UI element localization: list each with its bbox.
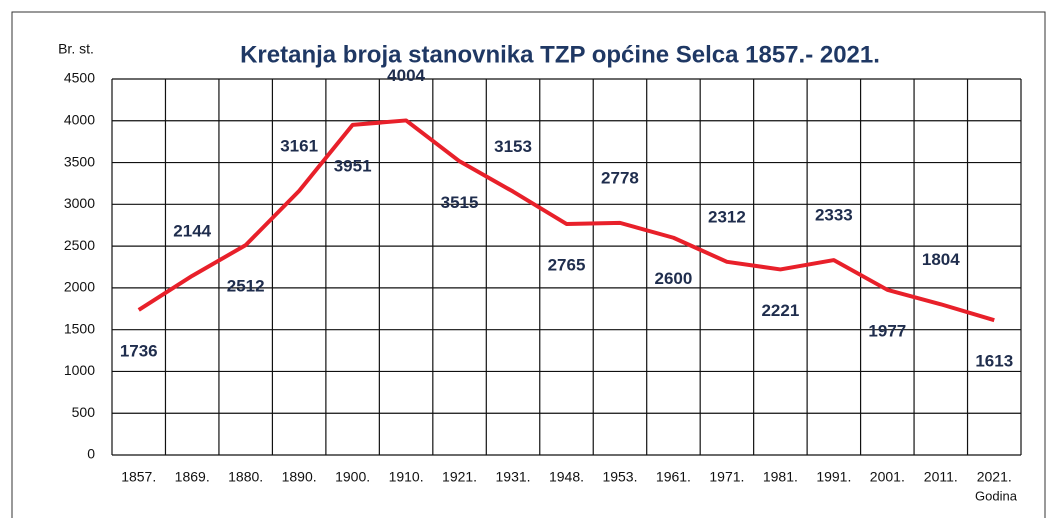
data-label: 2765 xyxy=(548,255,586,274)
data-label: 2144 xyxy=(173,221,211,240)
y-tick-label: 3500 xyxy=(64,153,95,169)
x-tick-label: 1931. xyxy=(496,469,531,485)
chart-title: Kretanja broja stanovnika TZP općine Sel… xyxy=(240,41,880,68)
x-tick-label: 1991. xyxy=(816,469,851,485)
x-tick-label: 1921. xyxy=(442,469,477,485)
x-tick-label: 1869. xyxy=(175,469,210,485)
data-label: 2333 xyxy=(815,206,853,225)
x-tick-label: 1948. xyxy=(549,469,584,485)
x-tick-label: 2001. xyxy=(870,469,905,485)
y-tick-label: 4500 xyxy=(64,70,95,86)
data-label: 1736 xyxy=(120,341,158,360)
y-tick-label: 4000 xyxy=(64,111,95,127)
y-tick-label: 1500 xyxy=(64,320,95,336)
data-label: 1804 xyxy=(922,250,960,269)
data-line xyxy=(137,118,995,323)
y-axis-label: Br. st. xyxy=(58,41,94,57)
data-label: 2512 xyxy=(227,277,265,296)
x-tick-label: 1900. xyxy=(335,469,370,485)
x-tick-label: 1981. xyxy=(763,469,798,485)
x-tick-label: 2021. xyxy=(977,469,1012,485)
data-label: 3161 xyxy=(280,136,318,155)
x-tick-label: 1910. xyxy=(389,469,424,485)
data-label: 2221 xyxy=(761,301,799,320)
data-label: 2312 xyxy=(708,207,746,226)
y-tick-label: 1000 xyxy=(64,362,95,378)
x-tick-label: 1961. xyxy=(656,469,691,485)
frame xyxy=(11,11,1046,518)
data-label: 3153 xyxy=(494,137,532,156)
data-label: 1613 xyxy=(975,352,1013,371)
data-label: 4004 xyxy=(387,66,425,85)
x-axis-label: Godina xyxy=(975,488,1018,503)
x-tick-label: 1857. xyxy=(121,469,156,485)
y-tick-label: 3000 xyxy=(64,195,95,211)
y-tick-label: 2500 xyxy=(64,237,95,253)
x-tick-label: 1971. xyxy=(709,469,744,485)
x-tick-label: 2011. xyxy=(924,469,958,485)
x-tick-label: 1953. xyxy=(602,469,637,485)
y-tick-label: 0 xyxy=(87,446,95,462)
data-label: 1977 xyxy=(868,321,906,340)
data-label: 2778 xyxy=(601,168,639,187)
data-label: 2600 xyxy=(655,269,693,288)
y-tick-label: 500 xyxy=(72,404,96,420)
y-tick-label: 2000 xyxy=(64,279,95,295)
x-tick-label: 1880. xyxy=(228,469,263,485)
x-tick-label: 1890. xyxy=(282,469,317,485)
data-label: 3515 xyxy=(441,193,479,212)
data-label: 3951 xyxy=(334,156,372,175)
